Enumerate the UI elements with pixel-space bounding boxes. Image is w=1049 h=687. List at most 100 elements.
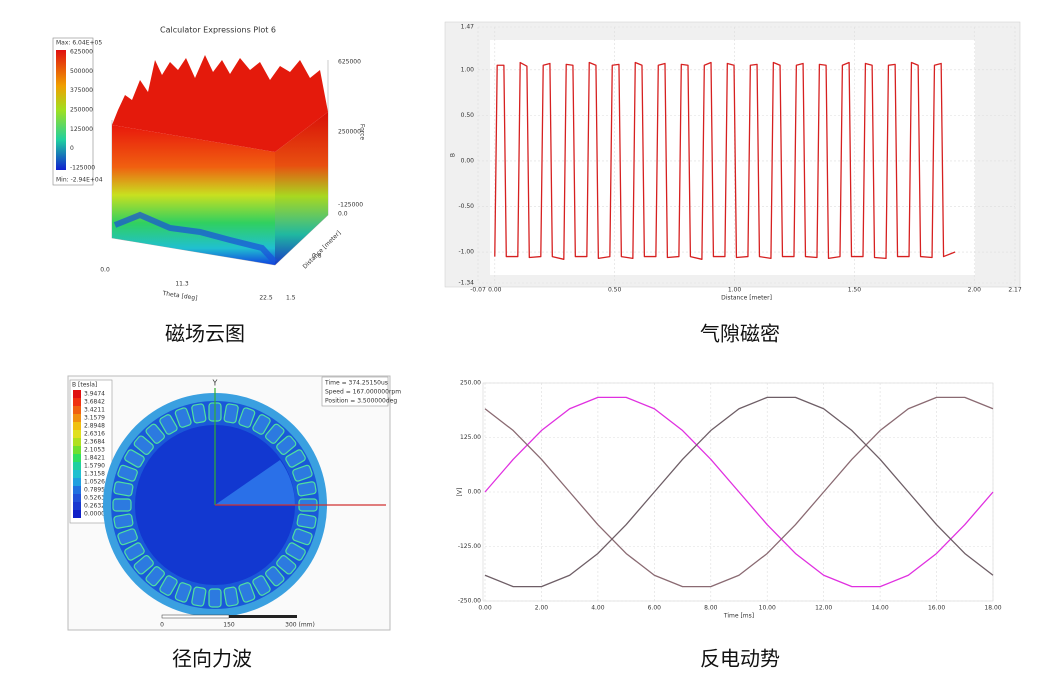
- slot: [238, 407, 256, 428]
- y-tick-label: -1.00: [458, 249, 474, 256]
- legend-label: 0.0000: [84, 511, 105, 518]
- colorbar-label: 250000: [70, 107, 93, 114]
- legend-label: 2.3684: [84, 439, 105, 446]
- slot: [296, 513, 317, 529]
- y-tick-label: 0.00: [468, 489, 482, 496]
- x-tick-label: 0.50: [608, 287, 622, 294]
- y-tick-label: -250.00: [458, 598, 481, 605]
- legend-swatch: [73, 470, 81, 478]
- legend-swatch: [73, 406, 81, 414]
- x-tick-label: 2.00: [968, 287, 982, 294]
- z-tick-label: -125000: [338, 202, 363, 209]
- x-axis-label: Time [ms]: [723, 613, 754, 620]
- y-tick-label: 125.00: [460, 434, 481, 441]
- legend-swatch: [73, 454, 81, 462]
- rotor-sector: [215, 460, 295, 505]
- x-tick-label: 22.5: [259, 295, 273, 302]
- field-panel: B [tesla] 3.94743.68423.42113.15792.8948…: [67, 375, 401, 631]
- surface-panel: Calculator Expressions Plot 6 Max: 6.04E…: [52, 26, 366, 302]
- colorbar-label: 125000: [70, 126, 93, 133]
- x-tick-label: 12.00: [815, 605, 832, 612]
- x-tick-label: 6.00: [648, 605, 662, 612]
- slot: [124, 449, 145, 468]
- x-tick-label: 10.00: [759, 605, 776, 612]
- legend-swatch: [73, 478, 81, 486]
- legend-label: 1.8421: [84, 455, 105, 462]
- slot: [117, 528, 138, 546]
- slot: [113, 513, 134, 529]
- legend-swatch: [73, 430, 81, 438]
- surface-top: [112, 55, 328, 152]
- scale-bar: [229, 615, 297, 618]
- slot: [159, 575, 178, 596]
- surface-front: [112, 125, 275, 265]
- legend-label: 1.0526: [84, 479, 105, 486]
- legend-label: 0.5263: [84, 495, 105, 502]
- legend-swatch: [73, 510, 81, 518]
- info-lines: Time = 374.25150us Speed = 167.000000rpm P…: [324, 380, 401, 405]
- z-axis-label: Force: [359, 124, 366, 141]
- legend-label: 1.5790: [84, 463, 105, 470]
- slot: [223, 586, 239, 607]
- y-tick-label: 0.0: [338, 211, 348, 218]
- caption: 反电动势: [700, 647, 780, 671]
- slot: [285, 542, 306, 561]
- legend-swatch: [73, 462, 81, 470]
- y-tick-label: -125.00: [458, 543, 481, 550]
- info-line: Position = 3.500000deg: [325, 398, 397, 405]
- legend-label: 3.1579: [84, 415, 105, 422]
- y-tick-label: 0.50: [461, 112, 475, 119]
- x-tick-label: 2.00: [535, 605, 549, 612]
- slot: [159, 414, 178, 435]
- slot: [145, 566, 165, 587]
- slot: [113, 481, 134, 497]
- y-tick-label: 1.5: [286, 295, 296, 302]
- legend-swatch: [73, 446, 81, 454]
- colorbar: [56, 50, 66, 170]
- legend-swatch: [73, 438, 81, 446]
- legend-swatch: [73, 422, 81, 430]
- z-tick-label: 625000: [338, 59, 361, 66]
- legend-label: 2.1053: [84, 447, 105, 454]
- info-line: Speed = 167.000000rpm: [325, 389, 401, 396]
- line-series: [494, 61, 956, 260]
- slot: [145, 423, 165, 444]
- slot: [191, 586, 207, 607]
- x-tick-label: 1.00: [728, 287, 742, 294]
- x-axis-label: Theta [deg]: [161, 290, 198, 302]
- slot: [276, 435, 297, 455]
- legend-label: 3.9474: [84, 391, 105, 398]
- y-tick-label: -1.34: [458, 280, 474, 287]
- line-series: [484, 396, 994, 588]
- x-tick-label: 0.00: [488, 287, 502, 294]
- surface-base: [113, 211, 278, 265]
- colorbar-label: 0: [70, 145, 74, 152]
- surface-side: [275, 112, 328, 265]
- colorbar-labels: 625000 500000 375000 250000 125000 0 -125000: [70, 49, 95, 172]
- legend-label: 0.2632: [84, 503, 105, 510]
- slot: [252, 414, 271, 435]
- x-tick-label: 8.00: [704, 605, 718, 612]
- slot: [112, 498, 132, 512]
- legend-swatch: [73, 486, 81, 494]
- colorbar-label: 625000: [70, 49, 93, 56]
- z-tick-label: 250000: [338, 129, 361, 136]
- legend-label: 2.8948: [84, 423, 105, 430]
- slot: [296, 481, 317, 497]
- info-box: [321, 376, 389, 407]
- legend-swatch: [73, 398, 81, 406]
- caption: 气隙磁密: [700, 322, 780, 346]
- y-tick-label: 0.00: [461, 157, 475, 164]
- caption: 径向力波: [172, 647, 252, 671]
- colorbar-label: -125000: [70, 165, 95, 172]
- x-tick-label: 4.00: [591, 605, 605, 612]
- y-tick-label: -0.50: [458, 203, 474, 210]
- slot: [265, 566, 285, 587]
- x-tick-label: 2.17: [1008, 287, 1022, 294]
- slot: [252, 575, 271, 596]
- scale-label: 0: [160, 622, 164, 629]
- colorbar-max: Max: 6.04E+05: [56, 40, 102, 47]
- colorbar-label: 500000: [70, 68, 93, 75]
- slot: [285, 449, 306, 468]
- x-axis-label: Distance [meter]: [721, 295, 772, 302]
